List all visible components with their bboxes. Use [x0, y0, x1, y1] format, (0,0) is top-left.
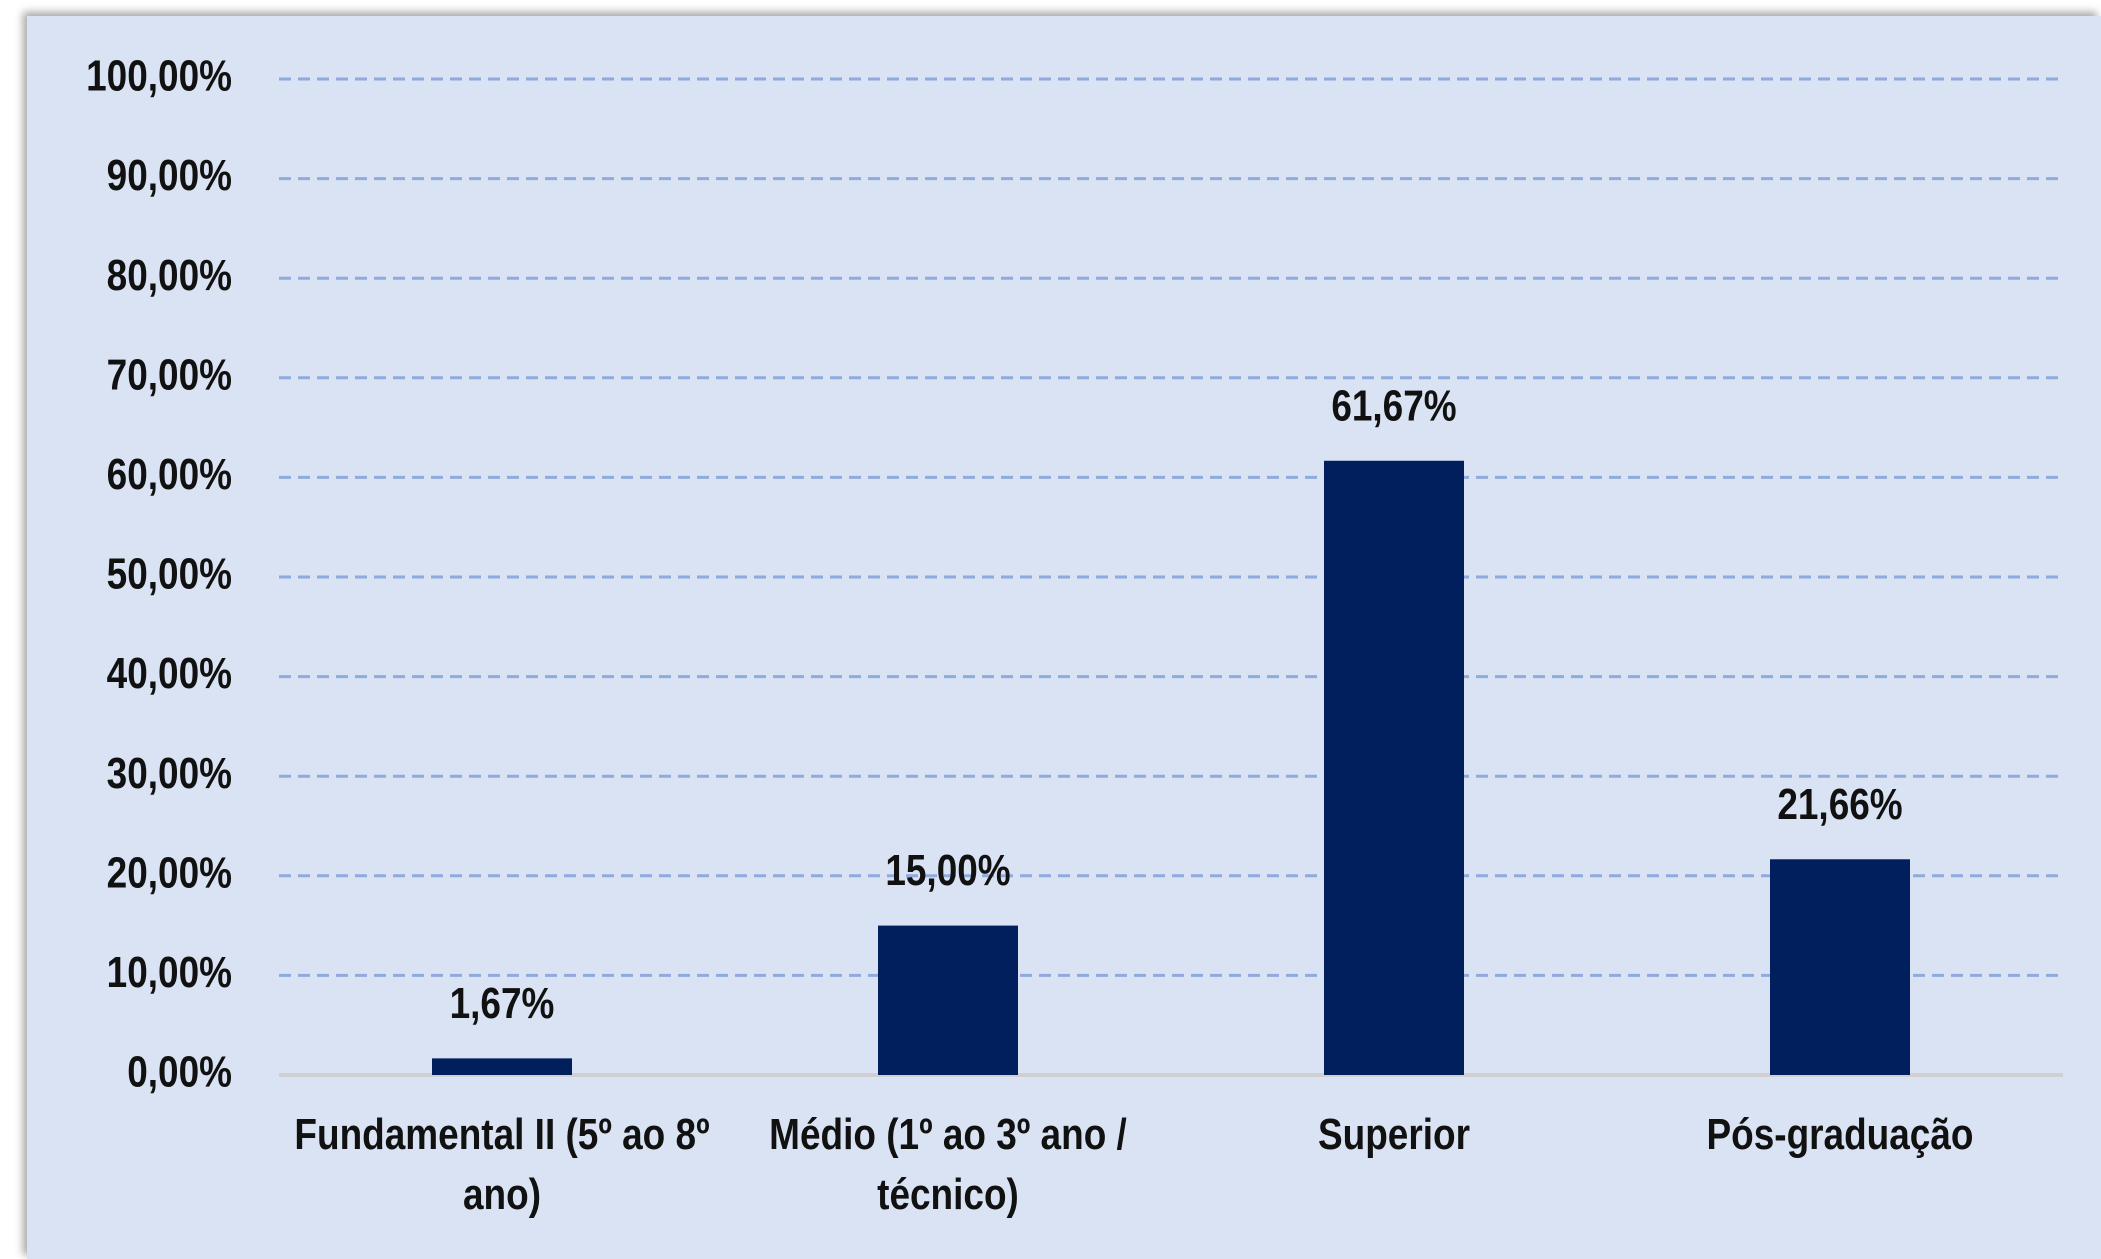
y-tick-label: 30,00%	[107, 748, 232, 798]
y-tick-label: 20,00%	[107, 847, 232, 897]
data-label: 1,67%	[450, 978, 555, 1028]
x-tick-label: Superior	[1318, 1110, 1470, 1159]
y-tick-label: 80,00%	[107, 250, 232, 300]
y-tick-label: 40,00%	[107, 648, 232, 698]
y-tick-label: 70,00%	[107, 349, 232, 399]
y-tick-label: 100,00%	[86, 51, 232, 101]
bar	[1770, 859, 1910, 1075]
y-tick-label: 0,00%	[127, 1047, 232, 1097]
x-tick-label: Médio (1º ao 3º ano / técnico)	[769, 1110, 1127, 1219]
data-label: 15,00%	[885, 845, 1010, 895]
bar	[432, 1058, 572, 1075]
bar	[1324, 460, 1464, 1075]
y-tick-label: 50,00%	[107, 549, 232, 599]
data-label: 61,67%	[1331, 380, 1456, 430]
x-tick-label: Fundamental II (5º ao 8º ano)	[294, 1110, 710, 1219]
y-tick-label: 90,00%	[107, 150, 232, 200]
bar	[878, 925, 1018, 1075]
chart-panel	[27, 16, 2101, 1259]
y-tick-label: 10,00%	[107, 947, 232, 997]
data-label: 21,66%	[1777, 779, 1902, 829]
x-tick-label: Pós-graduação	[1706, 1110, 1974, 1159]
y-tick-label: 60,00%	[107, 449, 232, 499]
